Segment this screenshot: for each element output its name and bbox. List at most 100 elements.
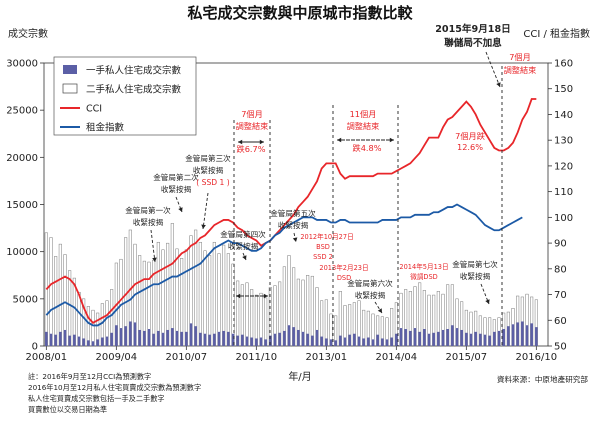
primary-bar (87, 340, 90, 346)
primary-bars (45, 321, 538, 346)
primary-bar (49, 333, 53, 346)
secondary-bar (245, 282, 249, 347)
primary-bar (315, 329, 319, 346)
primary-bar (521, 321, 524, 346)
primary-bar (399, 328, 403, 346)
primary-bar (460, 329, 463, 346)
primary-bar (446, 329, 449, 346)
right-tick-label: 160 (554, 59, 573, 70)
annotation-text: 收緊按揭 (193, 165, 224, 175)
x-tick-label: 2014/04 (376, 352, 418, 363)
primary-bar (180, 331, 183, 346)
note-line: 2016年10月至12月私人住宅買賣成交宗數為預測數字 (28, 383, 201, 392)
range-arrow-head (236, 293, 241, 299)
primary-bar (502, 329, 505, 346)
legend-box (53, 56, 197, 136)
left-tick-label: 0 (32, 342, 38, 353)
primary-bar (147, 329, 151, 346)
footer-layer: 註：2016年9月至12月CCI為預測數字 2016年10月至12月私人住宅買賣… (28, 372, 588, 414)
primary-bar (152, 333, 155, 346)
chart-title: 私宅成交宗數與中原城市指數比較 (186, 4, 413, 22)
primary-bar (231, 333, 235, 346)
left-tick-label: 20000 (6, 153, 38, 164)
primary-bar (250, 337, 253, 346)
rent-layer (45, 203, 523, 327)
primary-bar (395, 333, 398, 346)
event-arrow-head (152, 257, 157, 262)
primary-bar (213, 333, 216, 346)
annotation-text: 7個月 (241, 109, 263, 119)
primary-bar (413, 328, 417, 346)
annotation-text: 2012年10月27日 (300, 232, 353, 241)
primary-bar (129, 321, 132, 346)
primary-bar (68, 335, 71, 346)
right-tick-label: 90 (554, 239, 567, 250)
right-tick-label: 80 (554, 264, 567, 275)
primary-bar (77, 336, 81, 346)
event-arrow (485, 51, 501, 88)
primary-bar (297, 329, 300, 346)
primary-bar (283, 330, 286, 346)
primary-bar (73, 334, 76, 346)
secondary-bar (254, 294, 258, 347)
primary-bar (273, 333, 277, 346)
primary-bar (455, 328, 459, 346)
primary-bar (166, 329, 169, 346)
rent-line (45, 203, 523, 327)
secondary-bar (86, 306, 90, 347)
primary-bar (530, 323, 533, 346)
annotation-text: 跌6.7% (237, 144, 266, 154)
annotation-text: 收緊按揭 (228, 241, 259, 251)
primary-bar (91, 341, 95, 346)
primary-bar (101, 337, 104, 346)
secondary-bar (222, 244, 226, 347)
event-arrow-head (496, 82, 501, 87)
x-tick-label: 2015/07 (446, 352, 488, 363)
right-tick-label: 140 (554, 110, 573, 121)
annotation-text: 2014年5月13日 (399, 262, 448, 271)
primary-bar (306, 333, 309, 346)
secondary-bar (264, 297, 268, 347)
primary-bar (264, 339, 267, 346)
primary-bar (469, 333, 473, 346)
secondary-bar (208, 255, 212, 347)
primary-bar (115, 325, 118, 346)
primary-bar (432, 332, 435, 346)
secondary-bar (170, 223, 174, 347)
x-axis-title: 年/月 (288, 370, 311, 383)
annotation-text: SSD 2 (313, 253, 333, 261)
primary-bar (320, 336, 323, 346)
annotation-text: 收緊按揭 (460, 271, 491, 281)
primary-bar (133, 322, 137, 346)
secondary-bar (203, 250, 207, 347)
annotation-text: 金管局第五次 (270, 208, 316, 218)
primary-bar (185, 331, 188, 346)
annotation-text: 金管局第七次 (452, 259, 498, 269)
secondary-bar (184, 249, 188, 347)
right-tick-label: 130 (554, 136, 573, 147)
primary-bar (189, 323, 193, 346)
legend-swatch-primary (63, 65, 77, 74)
x-axis: 2008/01 2009/04 2010/07 2011/10 2013/01 2014/… (26, 346, 557, 363)
primary-bar (203, 333, 207, 346)
primary-bar (507, 326, 510, 346)
right-tick-label: 60 (554, 316, 567, 327)
cci-line (45, 98, 537, 324)
left-tick-label: 10000 (6, 247, 38, 258)
primary-bar (516, 322, 519, 346)
primary-bar (245, 336, 249, 346)
event-arrow-head (377, 308, 382, 313)
secondary-bar (68, 270, 72, 347)
primary-bar (493, 331, 496, 346)
primary-bar (138, 329, 141, 346)
primary-bar (353, 333, 356, 346)
primary-bar (535, 327, 538, 346)
range-arrow-head (337, 137, 342, 143)
x-tick-label: 2013/01 (306, 352, 348, 363)
primary-bar (269, 335, 272, 346)
primary-bar (334, 340, 337, 346)
